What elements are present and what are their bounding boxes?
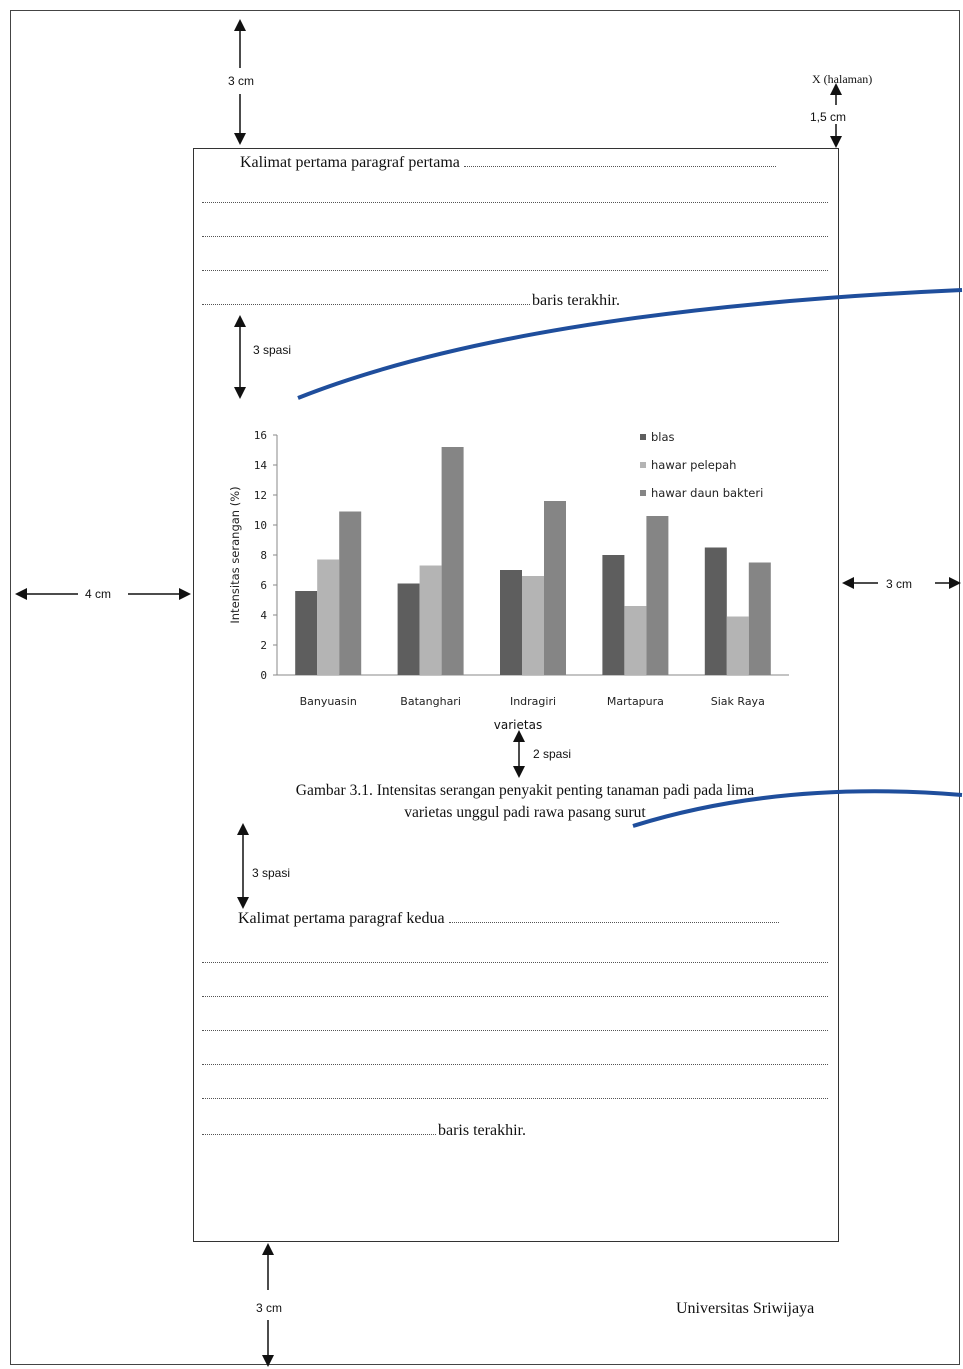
paragraph1-last-text: baris terakhir. [532,292,620,309]
x-tick-label: Martapura [607,695,664,708]
figure-pointer-line [297,288,963,400]
figure-caption: Gambar 3.1. Intensitas serangan penyakit… [205,780,845,824]
x-axis-title: varietas [494,718,542,732]
dotted-filler [448,922,779,923]
bar-hawar-daun-bakteri [646,516,669,675]
legend-label: hawar pelepah [651,458,736,472]
dotted-line [202,1064,828,1065]
page-outer-frame [10,10,960,1365]
legend-label: hawar daun bakteri [651,486,763,500]
dotted-line [202,1030,828,1031]
bar-blas [500,570,522,675]
dotted-line [202,1098,828,1099]
caption-line-2: varietas unggul padi rawa pasang surut [404,804,646,821]
bar-hawar-daun-bakteri [339,511,362,675]
bar-blas [602,555,625,675]
page-number-offset-label: 1,5 cm [810,110,847,124]
space-after-caption-label: 3 spasi [252,866,291,880]
bar-hawar-daun-bakteri [544,501,566,675]
bar-hawar-daun-bakteri [441,447,464,675]
bottom-margin-label: 3 cm [256,1301,283,1315]
dotted-filler [202,1134,436,1135]
paragraph2-first-line: Kalimat pertama paragraf kedua [238,910,779,928]
legend-swatch [640,490,646,496]
y-tick-label: 6 [260,579,267,592]
bar-blas [397,583,420,675]
dotted-line [202,996,828,997]
bar-blas [704,547,727,675]
dotted-line [202,236,828,237]
text-area-frame [193,148,839,1242]
dotted-filler [463,166,776,167]
bar-hawar-pelepah [624,606,647,675]
y-tick-label: 0 [260,669,267,682]
x-tick-label: Siak Raya [711,695,765,708]
dotted-line [202,270,828,271]
x-tick-label: Indragiri [510,695,556,708]
right-margin-label: 3 cm [886,577,913,591]
space-before-caption-label: 2 spasi [533,747,572,761]
page-number-label: X (halaman) [812,72,873,86]
dotted-line [202,202,828,203]
top-margin-label: 3 cm [228,74,255,88]
paragraph1-first-line: Kalimat pertama paragraf pertama [240,154,776,172]
bar-chart: 0 2 4 6 8 10 12 14 16 Intensitas serangan (%) Bany… [228,429,789,732]
legend-swatch [640,434,646,440]
paragraph2-first-sentence: Kalimat pertama paragraf kedua [238,910,445,927]
x-tick-label: Banyuasin [300,695,357,708]
y-tick-label: 4 [260,609,267,622]
y-tick-label: 10 [254,519,267,532]
paragraph2-last-text: baris terakhir. [438,1122,526,1139]
x-tick-label: Batanghari [400,695,461,708]
y-tick-label: 2 [260,639,267,652]
y-tick-label: 14 [254,459,268,472]
space-before-figure-label: 3 spasi [253,343,292,357]
bar-hawar-pelepah [317,559,340,675]
dotted-line [202,962,828,963]
legend-swatch [640,462,646,468]
y-tick-label: 12 [254,489,267,502]
bar-hawar-daun-bakteri [748,562,771,675]
left-margin-label: 4 cm [85,587,112,601]
bar-hawar-pelepah [726,616,749,675]
dotted-filler [202,304,530,305]
footer-university: Universitas Sriwijaya [676,1300,815,1317]
legend-label: blas [651,430,675,444]
bar-hawar-pelepah [522,576,544,675]
y-tick-label: 8 [260,549,267,562]
bar-hawar-pelepah [419,565,442,675]
paragraph1-first-sentence: Kalimat pertama paragraf pertama [240,154,460,171]
y-tick-label: 16 [254,429,267,442]
caption-pointer-line [632,789,963,828]
paragraph2-last-line: baris terakhir. [202,1122,526,1140]
y-axis-title: Intensitas serangan (%) [228,486,242,623]
paragraph1-last-line: baris terakhir. [202,292,620,310]
bar-blas [295,591,318,675]
caption-line-1: Gambar 3.1. Intensitas serangan penyakit… [295,782,755,799]
